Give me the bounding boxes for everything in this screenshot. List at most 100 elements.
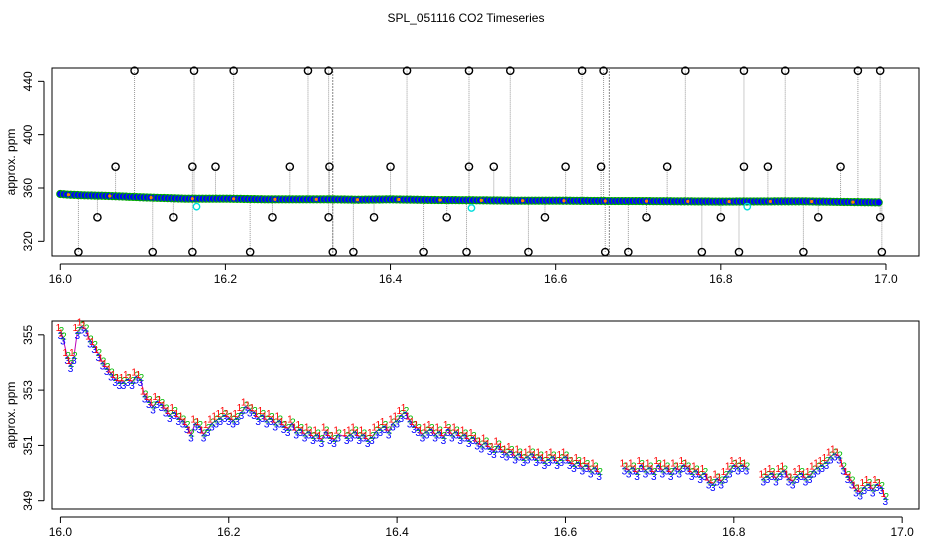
series-2-marker: 2	[72, 351, 78, 362]
data-point-accent	[727, 199, 731, 204]
series-2-marker: 2	[513, 451, 519, 462]
data-point-accent	[149, 196, 153, 200]
series-1-marker: 1	[182, 417, 188, 428]
series-3-marker: 3	[453, 431, 459, 442]
series-1-marker: 1	[548, 448, 554, 459]
series-1-marker: 1	[106, 365, 112, 376]
series-3-marker: 3	[180, 420, 186, 431]
series-2-marker: 2	[181, 415, 187, 426]
series-2-marker: 2	[97, 348, 103, 359]
series-3-marker: 3	[592, 467, 598, 478]
series-2-marker: 2	[429, 423, 435, 434]
series-2-marker: 2	[795, 470, 801, 481]
series-1-marker: 1	[578, 459, 584, 470]
series-2-marker: 2	[858, 486, 864, 497]
series-3-marker: 3	[79, 326, 85, 337]
series-1-marker: 1	[737, 456, 743, 467]
series-2-marker: 2	[871, 484, 877, 495]
series-1-marker: 1	[216, 409, 222, 420]
series-2-marker: 2	[762, 473, 768, 484]
outlier-point	[464, 66, 474, 75]
series-1-marker: 1	[115, 373, 121, 384]
series-1-marker: 1	[199, 425, 205, 436]
series-2-marker: 2	[568, 456, 574, 467]
series-1-marker: 1	[506, 442, 512, 453]
series-2-marker: 2	[109, 368, 115, 379]
series-1-marker: 1	[220, 406, 226, 417]
series-1-marker: 1	[771, 470, 777, 481]
series-3-marker: 3	[727, 469, 733, 480]
series-2-marker: 2	[227, 412, 233, 423]
series-3-marker: 3	[571, 464, 577, 475]
series-3-marker: 3	[378, 428, 384, 439]
series-1-marker: 1	[704, 472, 710, 483]
series-2-marker: 2	[130, 376, 136, 387]
series-3-marker: 3	[264, 420, 270, 431]
series-1-marker: 1	[89, 337, 95, 348]
series-1-marker: 1	[716, 472, 722, 483]
series-2-marker: 2	[791, 475, 797, 486]
series-1-marker: 1	[148, 398, 154, 409]
series-2-marker: 2	[673, 462, 679, 473]
series-1-marker: 1	[392, 412, 398, 423]
series-3-marker: 3	[399, 414, 405, 425]
series-1-marker: 1	[620, 459, 626, 470]
series-2-marker: 2	[728, 464, 734, 475]
series-1-marker: 1	[413, 420, 419, 431]
x-tick-label: 17.0	[874, 272, 898, 286]
series-1-marker: 1	[813, 459, 819, 470]
series-2-marker: 2	[273, 417, 279, 428]
series-1-marker: 1	[658, 461, 664, 472]
series-2-marker: 2	[362, 428, 368, 439]
series-3-marker: 3	[516, 453, 522, 464]
series-3-marker: 3	[268, 417, 274, 428]
series-2-marker: 2	[214, 415, 220, 426]
series-2-marker: 2	[484, 437, 490, 448]
series-2-marker: 2	[534, 453, 540, 464]
series-2-marker: 2	[59, 326, 65, 337]
series-1-marker: 1	[527, 445, 533, 456]
outlier-point	[188, 162, 197, 171]
series-2-marker: 2	[867, 478, 873, 489]
series-2-marker: 2	[732, 459, 738, 470]
outlier-point	[328, 247, 338, 257]
series-1-marker: 1	[708, 475, 714, 486]
series-1-marker: 1	[531, 450, 537, 461]
series-3-marker: 3	[807, 475, 813, 486]
series-3-marker: 3	[365, 439, 371, 450]
series-3-marker: 3	[83, 328, 89, 339]
series-3-marker: 3	[765, 475, 771, 486]
outlier-point	[148, 247, 158, 257]
series-1-marker: 1	[493, 436, 499, 447]
series-3-marker: 3	[668, 472, 674, 483]
series-1-marker: 1	[397, 406, 403, 417]
series-1-marker: 1	[127, 373, 133, 384]
series-1-marker: 1	[691, 461, 697, 472]
series-1-marker: 1	[312, 425, 318, 436]
series-3-marker: 3	[58, 331, 64, 342]
x-tick-label: 16.0	[49, 525, 73, 539]
series-2-marker: 2	[315, 428, 321, 439]
series-2-marker: 2	[400, 409, 406, 420]
series-1-marker: 1	[519, 450, 525, 461]
series-2-marker: 2	[652, 467, 658, 478]
series-2-marker: 2	[324, 426, 330, 437]
outlier-point	[169, 213, 178, 222]
series-1-marker: 1	[186, 425, 192, 436]
series-3-marker: 3	[441, 436, 447, 447]
series-3-marker: 3	[811, 469, 817, 480]
bottom-panel: 1231231231231231231231231231231231231231…	[4, 318, 920, 539]
series-1-marker: 1	[258, 406, 264, 417]
series-1-marker: 1	[152, 392, 158, 403]
series-3-marker: 3	[260, 414, 266, 425]
series-1-marker: 1	[826, 448, 832, 459]
series-2-marker: 2	[155, 395, 161, 406]
series-2-marker: 2	[740, 459, 746, 470]
series-2-marker: 2	[623, 462, 629, 473]
series-3-marker: 3	[230, 420, 236, 431]
series-1-marker: 1	[489, 442, 495, 453]
data-point-accent	[603, 199, 607, 203]
series-1-marker: 1	[123, 370, 129, 381]
series-2-marker: 2	[349, 428, 355, 439]
